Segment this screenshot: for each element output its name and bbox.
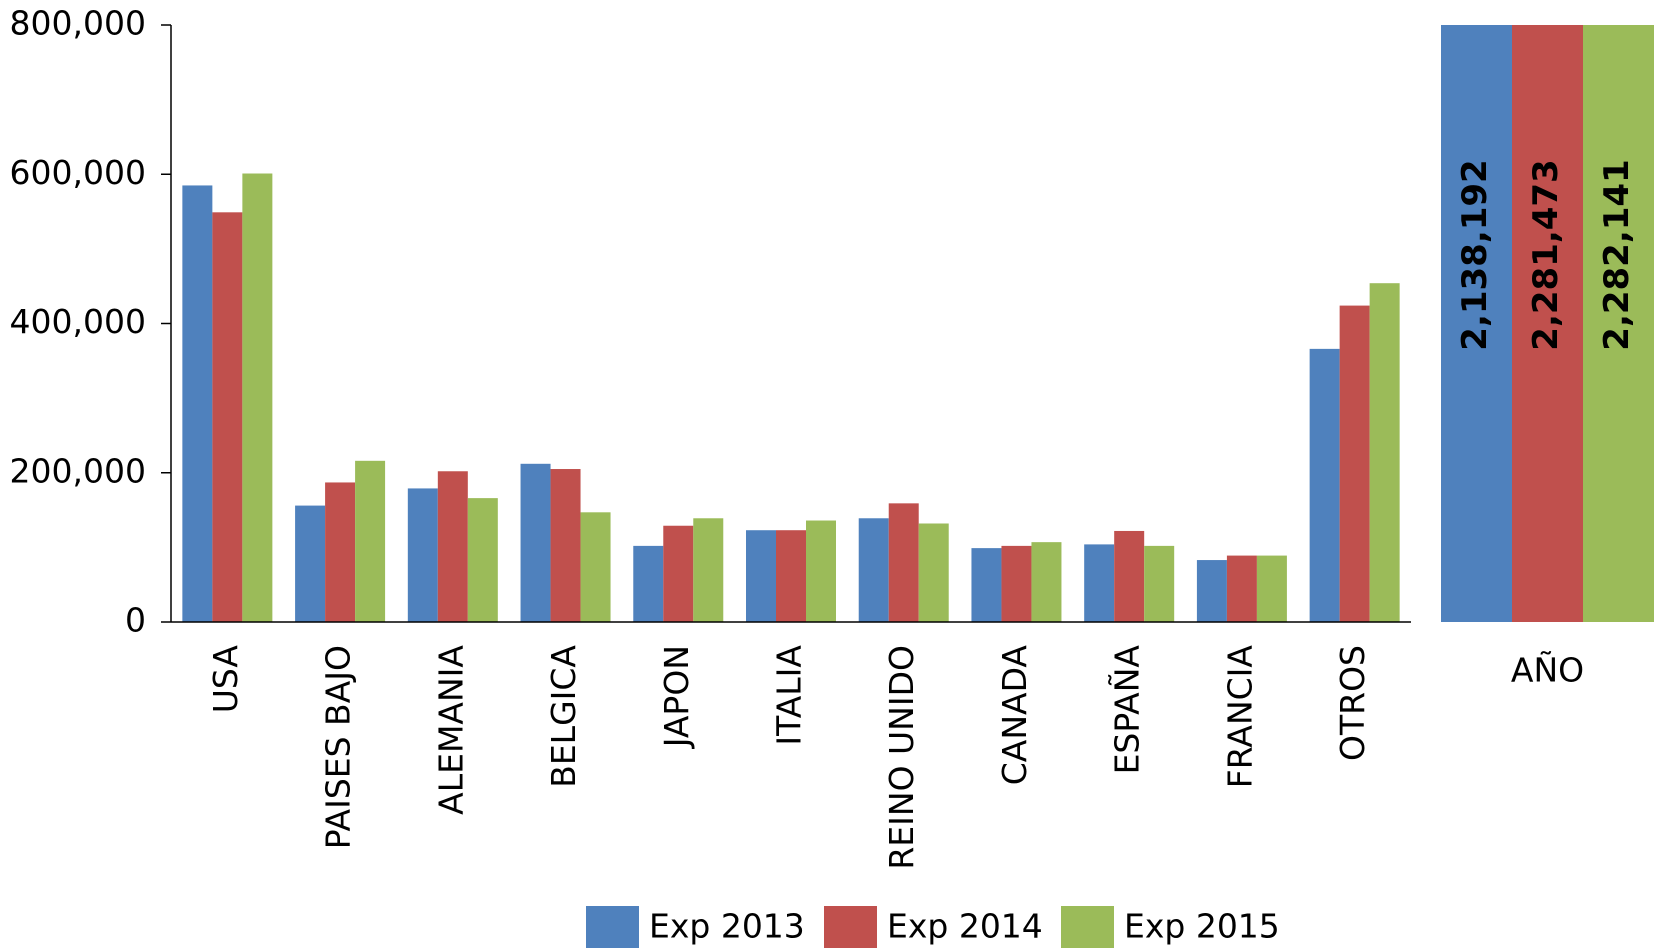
x-tick-label: CANADA bbox=[995, 645, 1034, 786]
bar bbox=[858, 518, 889, 622]
bar bbox=[1144, 545, 1175, 622]
value-label: 2,138,192 bbox=[1455, 159, 1495, 350]
bar bbox=[437, 471, 468, 622]
bar bbox=[407, 488, 438, 622]
bar bbox=[888, 503, 919, 622]
bar bbox=[1369, 283, 1400, 622]
x-tick-label: BELGICA bbox=[544, 645, 583, 788]
bar bbox=[806, 520, 836, 622]
bar bbox=[1339, 305, 1370, 622]
y-tick-label: 600,000 bbox=[10, 153, 146, 192]
bar bbox=[918, 523, 949, 622]
bar bbox=[746, 530, 776, 622]
bar bbox=[580, 512, 611, 622]
bar bbox=[1226, 555, 1257, 622]
bar bbox=[467, 498, 498, 622]
x-tick-label: USA bbox=[206, 645, 245, 714]
bar bbox=[1256, 555, 1287, 622]
x-tick-label: OTROS bbox=[1333, 645, 1372, 761]
bar bbox=[1001, 545, 1032, 622]
bar bbox=[1441, 25, 1512, 622]
legend-swatch bbox=[824, 906, 877, 948]
y-tick-label: 800,000 bbox=[10, 4, 146, 43]
legend-swatch bbox=[586, 906, 639, 948]
legend-label: Exp 2013 bbox=[649, 907, 805, 946]
bar bbox=[1084, 544, 1115, 622]
x-tick-label: FRANCIA bbox=[1220, 645, 1259, 789]
bar bbox=[633, 545, 664, 622]
x-tick-label: ITALIA bbox=[770, 645, 809, 746]
bar bbox=[1512, 25, 1583, 622]
legend-label: Exp 2015 bbox=[1124, 907, 1280, 946]
bar bbox=[212, 212, 243, 622]
bar bbox=[242, 173, 273, 622]
bar bbox=[971, 548, 1002, 622]
bar bbox=[776, 530, 806, 622]
bar bbox=[663, 525, 694, 622]
bar bbox=[1309, 348, 1340, 622]
legend-swatch bbox=[1061, 906, 1114, 948]
bar bbox=[295, 505, 326, 622]
x-tick-label: AÑO bbox=[1511, 651, 1584, 690]
y-tick-label: 200,000 bbox=[10, 451, 146, 490]
value-label: 2,281,473 bbox=[1526, 159, 1566, 350]
bars bbox=[182, 25, 1654, 622]
bar bbox=[1196, 560, 1227, 622]
bar bbox=[1031, 542, 1062, 622]
bar bbox=[1114, 530, 1145, 622]
bar bbox=[693, 518, 724, 622]
x-tick-label: ALEMANIA bbox=[431, 645, 470, 815]
bar bbox=[1583, 25, 1654, 622]
bar bbox=[550, 469, 581, 622]
legend-label: Exp 2014 bbox=[887, 907, 1043, 946]
x-tick-label: REINO UNIDO bbox=[882, 645, 921, 870]
x-tick-label: ESPAÑA bbox=[1108, 645, 1147, 775]
bar bbox=[520, 463, 551, 622]
x-tick-label: JAPON bbox=[657, 645, 696, 749]
bar bbox=[325, 482, 356, 622]
bar bbox=[355, 460, 386, 622]
y-tick-label: 400,000 bbox=[10, 302, 146, 341]
x-tick-label: PAISES BAJO bbox=[319, 645, 358, 849]
bar bbox=[182, 185, 213, 622]
value-label: 2,282,141 bbox=[1597, 159, 1637, 350]
y-tick-label: 0 bbox=[125, 601, 146, 640]
